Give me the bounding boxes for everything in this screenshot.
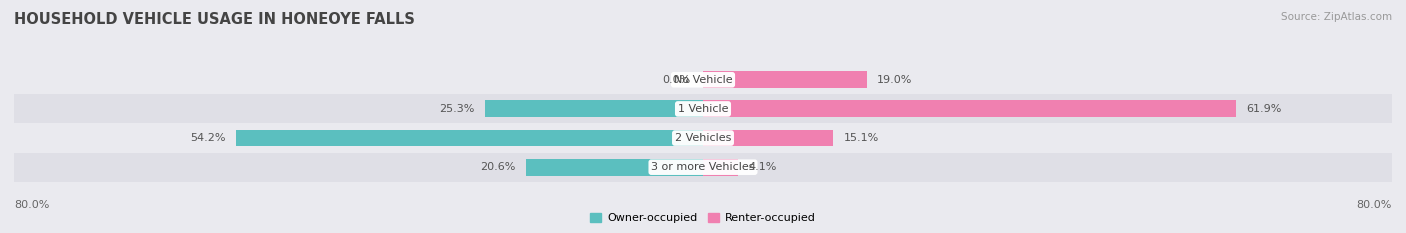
Bar	[14, 94, 1392, 123]
Bar	[14, 123, 1392, 153]
Text: 61.9%: 61.9%	[1246, 104, 1282, 114]
Bar	[703, 71, 866, 88]
Text: 25.3%: 25.3%	[440, 104, 475, 114]
Bar	[14, 153, 1392, 182]
Text: 80.0%: 80.0%	[14, 200, 49, 210]
Text: 0.0%: 0.0%	[662, 75, 690, 85]
Text: Source: ZipAtlas.com: Source: ZipAtlas.com	[1281, 12, 1392, 22]
Bar	[703, 100, 1236, 117]
Text: 19.0%: 19.0%	[877, 75, 912, 85]
Text: 1 Vehicle: 1 Vehicle	[678, 104, 728, 114]
Text: HOUSEHOLD VEHICLE USAGE IN HONEOYE FALLS: HOUSEHOLD VEHICLE USAGE IN HONEOYE FALLS	[14, 12, 415, 27]
Bar	[236, 130, 703, 147]
Legend: Owner-occupied, Renter-occupied: Owner-occupied, Renter-occupied	[586, 208, 820, 228]
Bar	[703, 159, 738, 176]
Text: 54.2%: 54.2%	[190, 133, 226, 143]
Bar	[14, 65, 1392, 94]
Text: 15.1%: 15.1%	[844, 133, 879, 143]
Text: 80.0%: 80.0%	[1357, 200, 1392, 210]
Text: 2 Vehicles: 2 Vehicles	[675, 133, 731, 143]
Bar	[485, 100, 703, 117]
Text: 3 or more Vehicles: 3 or more Vehicles	[651, 162, 755, 172]
Text: 4.1%: 4.1%	[748, 162, 778, 172]
Bar	[703, 130, 832, 147]
Bar	[526, 159, 703, 176]
Text: No Vehicle: No Vehicle	[673, 75, 733, 85]
Text: 20.6%: 20.6%	[479, 162, 515, 172]
